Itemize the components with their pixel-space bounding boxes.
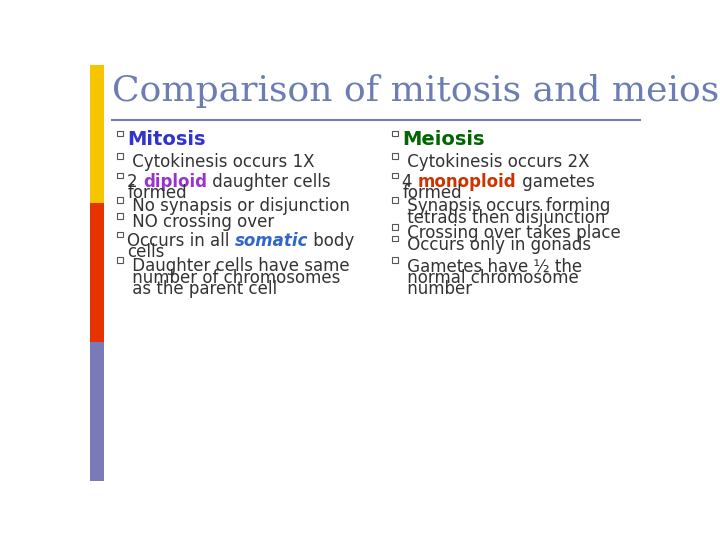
Text: somatic: somatic: [235, 232, 308, 250]
Bar: [117, 258, 122, 263]
Bar: [117, 153, 122, 159]
Bar: [90, 342, 104, 481]
Text: Daughter cells have same: Daughter cells have same: [127, 257, 350, 275]
Bar: [117, 232, 122, 238]
Text: body: body: [308, 232, 354, 250]
Bar: [117, 197, 122, 202]
Text: Synapsis occurs forming: Synapsis occurs forming: [402, 197, 611, 215]
Text: Cytokinesis occurs 2X: Cytokinesis occurs 2X: [402, 153, 590, 171]
Bar: [90, 65, 104, 204]
Text: number of chromosomes: number of chromosomes: [127, 269, 341, 287]
Text: Cytokinesis occurs 1X: Cytokinesis occurs 1X: [127, 153, 315, 171]
Bar: [392, 153, 397, 159]
Text: Occurs in all: Occurs in all: [127, 232, 235, 250]
Text: monoploid: monoploid: [418, 173, 517, 191]
Text: No synapsis or disjunction: No synapsis or disjunction: [127, 197, 350, 215]
Text: number: number: [402, 280, 472, 299]
Text: normal chromosome: normal chromosome: [402, 269, 579, 287]
Text: diploid: diploid: [143, 173, 207, 191]
Bar: [392, 224, 397, 230]
Text: Crossing over takes place: Crossing over takes place: [402, 224, 621, 242]
Text: Comparison of mitosis and meiosis: Comparison of mitosis and meiosis: [112, 74, 720, 108]
Text: Occurs only in gonads: Occurs only in gonads: [402, 236, 591, 254]
Text: formed: formed: [402, 184, 462, 202]
Bar: [117, 213, 122, 219]
Bar: [392, 131, 397, 136]
Text: 4: 4: [402, 173, 418, 191]
Bar: [117, 131, 122, 136]
Text: Meiosis: Meiosis: [402, 130, 485, 149]
Bar: [392, 173, 397, 178]
Bar: [392, 197, 397, 202]
Text: tetrads then disjunction: tetrads then disjunction: [402, 209, 606, 227]
Text: Mitosis: Mitosis: [127, 130, 206, 149]
Bar: [117, 173, 122, 178]
Text: gametes: gametes: [517, 173, 595, 191]
Text: Gametes have ½ the: Gametes have ½ the: [402, 257, 582, 275]
Text: daughter cells: daughter cells: [207, 173, 330, 191]
Text: formed: formed: [127, 184, 186, 202]
Bar: [392, 258, 397, 263]
Bar: [90, 204, 104, 342]
Text: as the parent cell: as the parent cell: [127, 280, 277, 299]
Text: NO crossing over: NO crossing over: [127, 213, 274, 232]
Text: cells: cells: [127, 244, 165, 261]
Bar: [392, 236, 397, 241]
Text: 2: 2: [127, 173, 143, 191]
